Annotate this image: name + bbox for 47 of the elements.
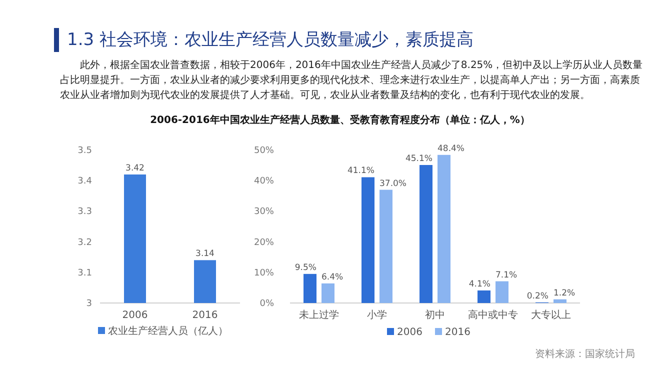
data-label: 3.14	[196, 249, 214, 260]
x-tick-label: 2016	[192, 310, 218, 321]
bar	[438, 154, 450, 303]
y-tick-label: 3	[86, 299, 92, 309]
data-label: 48.4%	[438, 144, 465, 154]
x-tick-label: 初中	[425, 309, 445, 321]
y-tick-label: 40%	[254, 176, 274, 187]
y-tick-label: 0%	[260, 299, 274, 309]
y-tick-label: 20%	[254, 238, 274, 248]
y-tick-label: 10%	[254, 268, 274, 278]
x-tick-label: 未上过学	[299, 309, 339, 321]
y-tick-label: 3.4	[78, 176, 92, 187]
data-label: 6.4%	[322, 272, 344, 282]
data-label: 0.2%	[526, 291, 548, 302]
data-label: 45.1%	[405, 154, 432, 164]
text: 资料来源：国家统计局	[535, 348, 635, 360]
y-tick-label: 3.3	[78, 207, 92, 218]
x-tick-label: 大专以上	[531, 309, 571, 321]
y-tick-label: 3.2	[78, 238, 92, 248]
chart-title: 1.3 社会环境：农业生产经营人员数量减少，素质提高	[54, 28, 474, 52]
bar	[304, 274, 316, 303]
data-label: 7.1%	[496, 270, 518, 280]
y-tick-label: 3.1	[78, 268, 92, 278]
legend-label: 农业生产经营人员（亿人）	[108, 325, 228, 337]
data-label: 37.0%	[380, 178, 407, 189]
y-tick-label: 50%	[254, 146, 274, 156]
bar	[362, 177, 374, 303]
bar	[322, 283, 334, 303]
text: 此外，根据全国农业普查数据，相较于2006年，2016年中国农业生产经营人员减少了8.25%，但初中及以上学历从业人员数量占比明显提升。一方面，农业从业者的减少要求利用更多的现代化技术、理念来进行农业生产，以提高单人产出；另一方面，高素质农业从业者增加则为现代农业的发展提供了人才基础。可见，农业从业者数量及结构的变化，也有利于现代农业的发展。	[60, 58, 644, 103]
data-label: 1.2%	[554, 288, 576, 298]
data-label: 3.42	[126, 163, 144, 174]
bar	[478, 290, 490, 303]
legend-label: 2006	[397, 327, 422, 338]
y-tick-label: 30%	[254, 207, 274, 218]
data-label: 9.5%	[294, 262, 316, 273]
data-label: 4.1%	[468, 279, 490, 290]
y-tick-label: 3.5	[78, 146, 92, 156]
bar	[496, 281, 508, 303]
x-tick-label: 2006	[122, 310, 148, 321]
x-tick-label: 小学	[367, 309, 387, 321]
bar	[420, 164, 432, 303]
legend-label: 2016	[445, 327, 470, 338]
x-tick-label: 高中或中专	[468, 309, 518, 321]
bar	[554, 299, 566, 303]
bar	[380, 190, 392, 303]
data-label: 41.1%	[347, 166, 374, 176]
text: 2006-2016年中国农业生产经营人员数量、受教育教育程度分布（单位：亿人，%）	[149, 113, 531, 127]
